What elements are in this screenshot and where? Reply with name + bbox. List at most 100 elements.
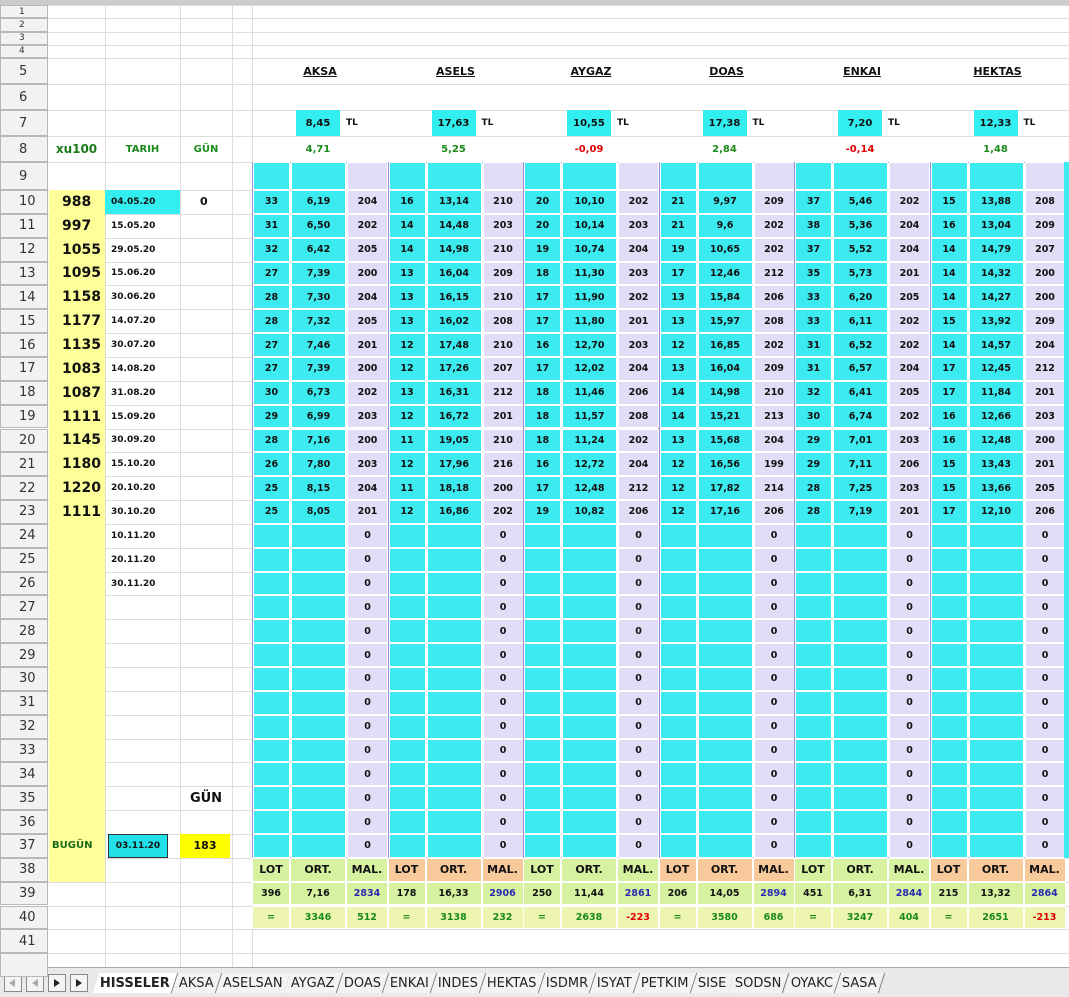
row-number: 6 xyxy=(0,84,48,110)
sheet-tab[interactable]: ENKAI xyxy=(383,973,438,993)
sheet-tab[interactable]: ISYAT xyxy=(590,973,641,993)
data-cell xyxy=(291,190,346,214)
lot: 31 xyxy=(264,220,279,232)
nav-next[interactable] xyxy=(48,974,66,992)
data-cell xyxy=(253,428,290,453)
cost: 0 xyxy=(635,816,642,828)
sheet-tab[interactable]: DOAS xyxy=(336,973,390,993)
stock-name: ENKAI xyxy=(843,64,881,78)
column-header: LOT xyxy=(658,857,697,882)
data-cell xyxy=(253,333,290,357)
data-cell xyxy=(291,714,346,739)
lot: 13 xyxy=(400,267,414,279)
price: 12,33 xyxy=(973,110,1018,136)
sheet-tab[interactable]: PETKIM xyxy=(633,973,697,993)
data-cell xyxy=(388,404,426,429)
cost: 206 xyxy=(628,387,649,399)
sheet-tab[interactable]: OYAKC xyxy=(783,973,842,993)
cost: 0 xyxy=(770,625,778,637)
index-value: 1111 xyxy=(62,503,101,520)
cost: 0 xyxy=(770,530,778,542)
sheet-tab[interactable]: ASELSAN xyxy=(215,973,291,993)
lot: 16 xyxy=(942,220,956,232)
data-cell xyxy=(291,786,346,811)
cost: 201 xyxy=(357,339,378,351)
data-cell xyxy=(833,547,888,572)
avg-cost: 8,05 xyxy=(306,506,331,518)
data-cell xyxy=(562,762,617,787)
today-days: 183 xyxy=(180,833,230,858)
cost: 0 xyxy=(1041,721,1049,733)
cost: 206 xyxy=(764,506,784,518)
cost: 0 xyxy=(1041,792,1049,804)
data-cell xyxy=(291,523,346,548)
date: 30.11.20 xyxy=(111,578,156,589)
sheet-tab[interactable]: HISSELER xyxy=(92,973,179,993)
cost: 200 xyxy=(357,267,378,279)
data-cell xyxy=(388,810,426,834)
data-cell xyxy=(291,643,346,667)
data-cell xyxy=(968,404,1024,429)
data-cell xyxy=(426,356,482,381)
data-cell xyxy=(795,213,832,238)
data-cell xyxy=(388,428,426,453)
date: 15.10.20 xyxy=(111,459,156,470)
data-cell xyxy=(388,667,426,691)
index-value: 1180 xyxy=(62,456,101,473)
lot: 20 xyxy=(535,220,550,232)
data-cell xyxy=(562,738,617,763)
cost: 0 xyxy=(499,601,507,613)
cost: 212 xyxy=(493,387,513,399)
data-cell xyxy=(697,213,753,238)
sheet-tab[interactable]: SODSN xyxy=(728,973,791,993)
sheet-tab[interactable]: AKSA xyxy=(171,973,222,993)
days-label: GÜN xyxy=(189,790,223,806)
cost: 203 xyxy=(1035,411,1055,423)
data-cell xyxy=(833,162,888,190)
data-cell xyxy=(968,162,1024,190)
lot: 12 xyxy=(671,506,685,518)
data-cell xyxy=(968,833,1024,858)
cost: 0 xyxy=(906,721,913,733)
cost: 0 xyxy=(499,578,507,590)
sheet-tab[interactable]: SASA xyxy=(834,973,886,993)
cost: 203 xyxy=(628,339,649,351)
cost: 0 xyxy=(635,768,642,780)
nav-last[interactable] xyxy=(70,974,88,992)
date: 15.05.20 xyxy=(111,220,156,231)
data-cell xyxy=(388,833,426,858)
data-cell xyxy=(833,571,888,596)
data-cell xyxy=(388,500,426,524)
data-cell xyxy=(659,261,697,286)
data-cell xyxy=(795,356,832,381)
data-cell xyxy=(930,213,968,238)
tab-label: INDES xyxy=(438,975,479,991)
sheet-tab[interactable]: ISDMR xyxy=(538,973,597,993)
lot: 16 xyxy=(400,196,414,208)
index-value: 1055 xyxy=(62,241,101,258)
sheet-tab[interactable]: AYGAZ xyxy=(284,973,344,993)
data-cell xyxy=(253,714,290,739)
data-cell xyxy=(968,213,1024,238)
avg-cost: 16,31 xyxy=(438,387,470,399)
data-cell xyxy=(562,547,617,572)
avg-cost: 6,11 xyxy=(848,315,873,327)
avg-cost: 6,99 xyxy=(306,411,331,423)
currency: TL xyxy=(481,118,494,128)
data-cell xyxy=(697,452,753,477)
sheet-tab[interactable]: HEKTAS xyxy=(480,973,546,993)
data-cell xyxy=(968,714,1024,739)
avg-cost: 16,04 xyxy=(709,363,741,375)
data-cell xyxy=(562,404,617,429)
data-cell xyxy=(524,738,561,763)
data-cell xyxy=(968,500,1024,524)
cost: 0 xyxy=(364,768,371,780)
cost: 0 xyxy=(364,721,371,733)
sheet-tab[interactable]: INDES xyxy=(431,973,487,993)
data-cell xyxy=(930,476,968,501)
data-cell xyxy=(968,237,1024,262)
lot: 14 xyxy=(942,267,956,279)
data-cell xyxy=(618,162,659,190)
data-cell xyxy=(388,213,426,238)
data-cell xyxy=(833,714,888,739)
